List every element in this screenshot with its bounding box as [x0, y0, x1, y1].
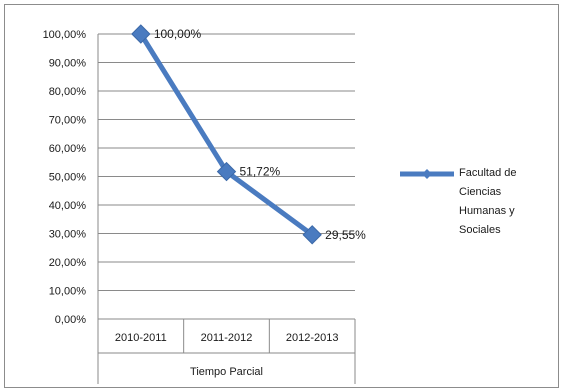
legend-marker: [422, 169, 432, 179]
y-tick-label: 10,00%: [49, 286, 87, 298]
x-tick-label: 2011-2012: [201, 332, 253, 344]
legend-label: Facultad de: [459, 167, 516, 179]
y-tick-label: 20,00%: [49, 257, 87, 269]
data-label: 51,72%: [240, 165, 281, 179]
y-tick-label: 0,00%: [55, 314, 86, 326]
legend-label: Sociales: [459, 224, 501, 236]
chart-frame: [4, 4, 559, 388]
y-tick-label: 70,00%: [49, 115, 87, 127]
y-tick-label: 100,00%: [43, 29, 87, 41]
data-point-marker: [216, 161, 237, 182]
y-tick-label: 80,00%: [49, 86, 87, 98]
x-tick-label: 2010-2011: [115, 332, 167, 344]
data-label: 29,55%: [325, 228, 366, 242]
data-point-marker: [131, 24, 151, 44]
x-axis-title: Tiempo Parcial: [190, 366, 263, 378]
y-tick-label: 90,00%: [49, 58, 87, 70]
y-tick-label: 30,00%: [49, 229, 87, 241]
x-tick-label: 2012-2013: [286, 332, 339, 344]
y-tick-label: 60,00%: [49, 143, 87, 155]
legend-label: Ciencias: [459, 186, 502, 198]
data-point-marker: [302, 225, 322, 245]
data-label: 100,00%: [154, 27, 202, 41]
y-tick-label: 50,00%: [49, 172, 87, 184]
y-tick-label: 40,00%: [49, 200, 87, 212]
legend-label: Humanas y: [459, 205, 515, 217]
